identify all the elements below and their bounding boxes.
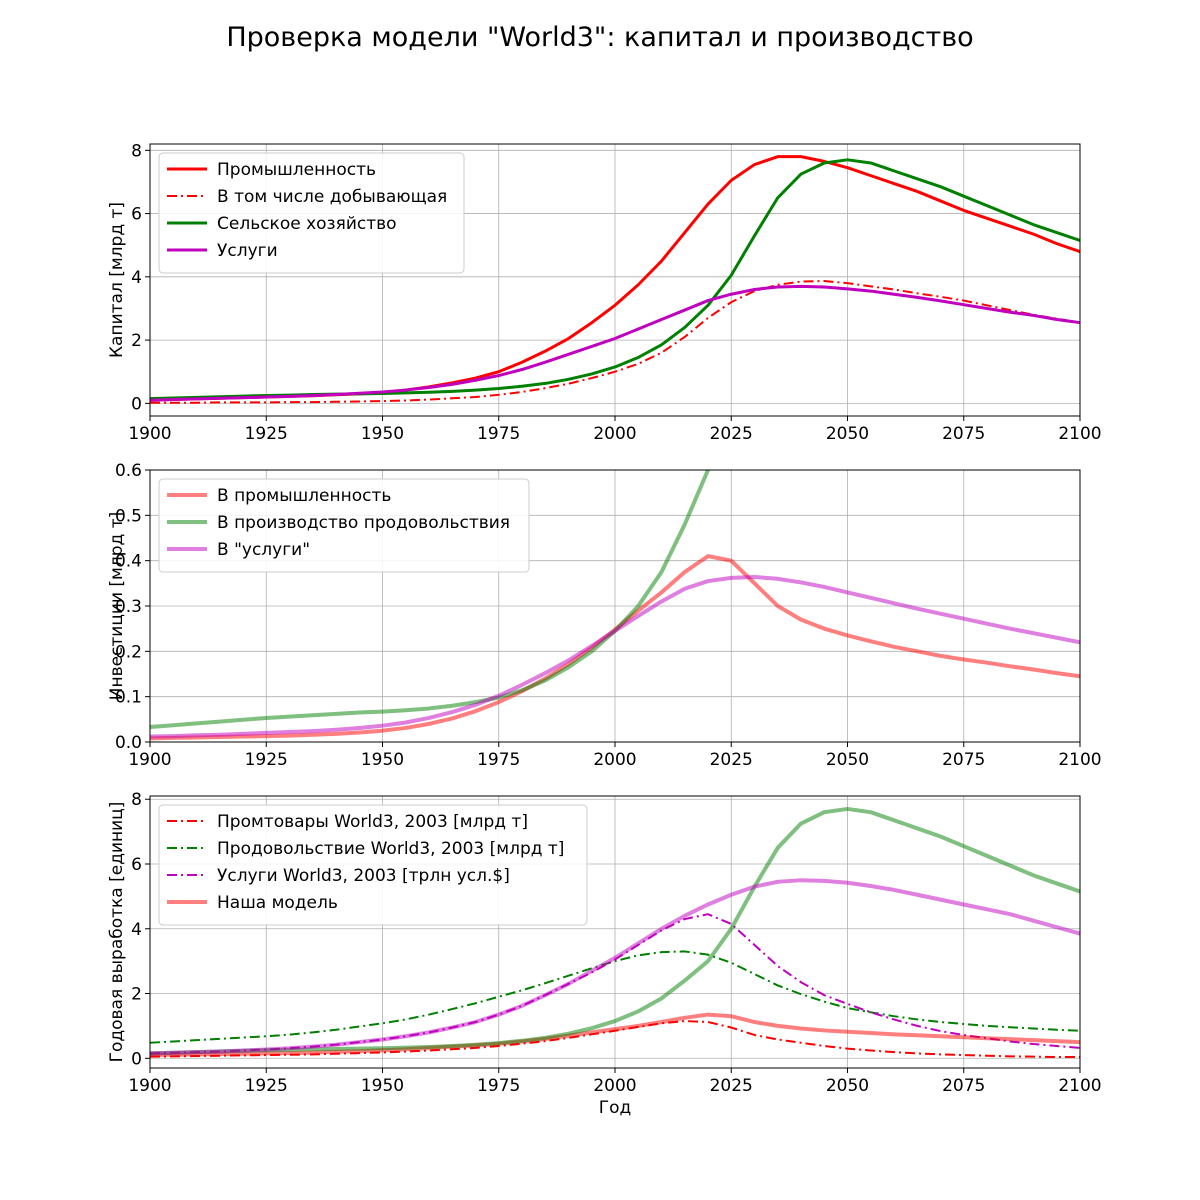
panel-3: 1900 1925 1950 1975 2000 2025 2050 2075 2100 0 2 4 6… [107, 790, 1102, 1118]
series-line-3 [150, 574, 1080, 739]
chart-title: Проверка модели "World3": капитал и прои… [226, 22, 973, 53]
x-tick-label: 1950 [361, 424, 404, 444]
x-tick-label: 1900 [128, 750, 171, 770]
y-tick-label: 0.6 [115, 461, 142, 481]
legend-label: В том числе добывающая [217, 187, 447, 207]
y-tick-label: 0.2 [115, 642, 142, 662]
series-line-4 [150, 284, 1080, 402]
legend-label: Продовольствие World3, 2003 [млрд т] [217, 839, 564, 859]
x-tick-label: 1925 [245, 750, 288, 770]
y-tick-label: 0.1 [115, 688, 142, 708]
legend-box [158, 478, 530, 573]
y-tick-label: 6 [131, 205, 142, 225]
y-axis-label: Капитал [млрд т] [107, 202, 127, 358]
legend-label: В "услуги" [217, 540, 310, 560]
y-axis-label: Годовая выработка [единиц] [107, 802, 127, 1063]
legend-label: Промышленность [217, 160, 376, 180]
x-tick-label: 2050 [826, 1076, 869, 1096]
y-tick-label: 0 [131, 394, 142, 414]
legend: Промышленность В том числе добывающая Сель… [158, 152, 465, 274]
legend-label: Услуги [217, 241, 278, 261]
x-tick-label: 2025 [710, 1076, 753, 1096]
x-tick-label: 2000 [593, 424, 636, 444]
chart-panels: 1900 1925 1950 1975 2000 2025 2050 2075 2100 0 2 4 6… [107, 141, 1102, 1118]
y-tick-label: 8 [131, 141, 142, 161]
y-axis-label: Инвестиции [млрд т] [107, 512, 127, 701]
y-tick-label: 0.3 [115, 597, 142, 617]
y-tick-label: 0.5 [115, 506, 142, 526]
panel-1: 1900 1925 1950 1975 2000 2025 2050 2075 2100 0 2 4 6… [107, 141, 1102, 444]
x-tick-label: 2075 [942, 750, 985, 770]
x-tick-label: 1975 [477, 424, 520, 444]
legend-label: В производство продовольствия [217, 513, 510, 533]
x-tick-label: 1900 [128, 1076, 171, 1096]
legend-label: В промышленность [217, 486, 391, 506]
legend-box [158, 804, 588, 926]
series-group [150, 470, 1080, 741]
series-group [150, 806, 1080, 1058]
x-tick-label: 2050 [826, 424, 869, 444]
x-tick-label: 2000 [593, 1076, 636, 1096]
y-tick-label: 4 [131, 920, 142, 940]
y-tick-label: 0 [131, 1049, 142, 1069]
series-group [150, 155, 1080, 404]
x-tick-label: 2100 [1058, 750, 1101, 770]
x-tick-label: 2100 [1058, 1076, 1101, 1096]
x-tick-label: 1975 [477, 1076, 520, 1096]
legend-box [158, 152, 465, 274]
legend-label: Промтовары World3, 2003 [млрд т] [217, 812, 528, 832]
series-line-2 [150, 279, 1080, 404]
panel-2: 1900 1925 1950 1975 2000 2025 2050 2075 2100 0.0 0… [107, 461, 1102, 770]
x-tick-label: 1925 [245, 424, 288, 444]
series-line-6 [150, 878, 1080, 1056]
y-tick-label: 0.4 [115, 552, 142, 572]
y-tick-label: 4 [131, 268, 142, 288]
x-tick-label: 1950 [361, 1076, 404, 1096]
legend-label: Услуги World3, 2003 [трлн усл.$] [217, 866, 510, 886]
legend-label: Сельское хозяйство [217, 214, 397, 234]
y-tick-label: 2 [131, 331, 142, 351]
x-tick-label: 2050 [826, 750, 869, 770]
legend-label: Наша модель [217, 893, 338, 913]
x-tick-label: 2075 [942, 1076, 985, 1096]
series-line-4 [150, 1012, 1080, 1058]
x-tick-label: 2000 [593, 750, 636, 770]
series-line-2 [150, 950, 1080, 1044]
x-tick-label: 2025 [710, 750, 753, 770]
y-tick-label: 6 [131, 855, 142, 875]
y-tick-label: 0.0 [115, 733, 142, 753]
legend: Промтовары World3, 2003 [млрд т] Продовол… [158, 804, 588, 926]
x-tick-label: 2025 [710, 424, 753, 444]
x-tick-label: 2100 [1058, 424, 1101, 444]
series-line-5 [150, 806, 1080, 1056]
x-tick-label: 1950 [361, 750, 404, 770]
x-tick-label: 1925 [245, 1076, 288, 1096]
legend: В промышленность В производство продоволь… [158, 478, 530, 573]
y-tick-label: 8 [131, 790, 142, 810]
x-tick-label: 1900 [128, 424, 171, 444]
x-tick-label: 1975 [477, 750, 520, 770]
y-tick-label: 2 [131, 985, 142, 1005]
x-axis-label: Год [599, 1098, 632, 1118]
series-line-2 [150, 470, 711, 730]
x-tick-label: 2075 [942, 424, 985, 444]
